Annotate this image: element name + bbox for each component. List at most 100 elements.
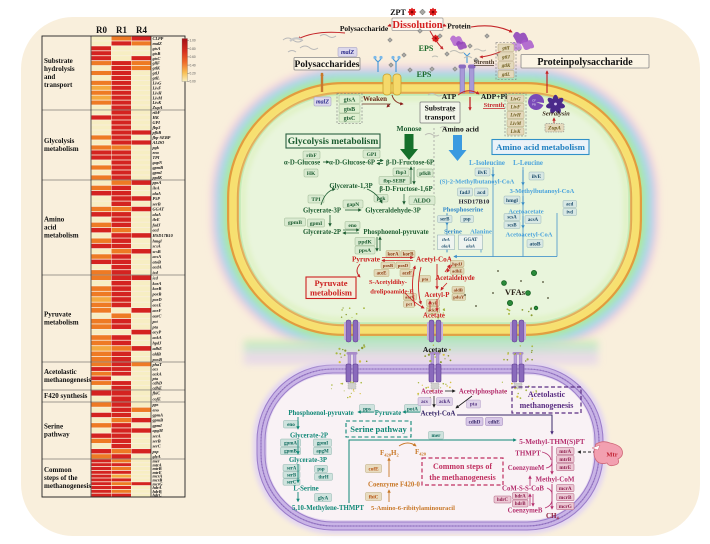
svg-text:gtsB: gtsB xyxy=(152,51,161,56)
svg-text:ADP+Pi: ADP+Pi xyxy=(481,92,507,101)
svg-text:thrH: thrH xyxy=(318,475,328,480)
svg-text:gtlJ: gtlJ xyxy=(152,71,161,76)
svg-text:acsA: acsA xyxy=(153,254,162,259)
svg-text:aldB: aldB xyxy=(454,287,463,292)
svg-text:gtlJ: gtlJ xyxy=(501,55,510,60)
svg-text:Pyruvate: Pyruvate xyxy=(44,311,71,319)
svg-text:pgk: pgk xyxy=(377,196,387,202)
svg-text:LivK: LivK xyxy=(510,130,522,135)
svg-text:Serine pathway: Serine pathway xyxy=(350,424,407,434)
svg-text:Substrate: Substrate xyxy=(425,104,457,113)
svg-text:5-Methyl-THM(S)PT: 5-Methyl-THM(S)PT xyxy=(519,438,585,446)
svg-text:methanogenesis: methanogenesis xyxy=(44,376,91,384)
svg-text:Acetyl-P: Acetyl-P xyxy=(425,292,450,299)
svg-text:ALDO: ALDO xyxy=(413,198,431,204)
svg-text:P5P: P5P xyxy=(153,196,161,201)
svg-text:fbiC: fbiC xyxy=(153,391,161,396)
svg-text:acdA: acdA xyxy=(153,265,162,270)
svg-text:5,10-Methylene-THMPT: 5,10-Methylene-THMPT xyxy=(292,505,364,512)
svg-text:psp: psp xyxy=(317,468,325,473)
svg-text:Proteinpolysaccharide: Proteinpolysaccharide xyxy=(537,57,633,68)
svg-text:ppsA: ppsA xyxy=(359,248,371,254)
svg-text:gpmA: gpmA xyxy=(284,441,297,446)
svg-text:fbiC: fbiC xyxy=(369,494,379,500)
svg-text:Acetoacetyl-CoA: Acetoacetyl-CoA xyxy=(506,232,553,239)
svg-text:apgM: apgM xyxy=(316,450,329,455)
svg-text:korB: korB xyxy=(403,253,415,258)
svg-text:acyP: acyP xyxy=(428,300,438,305)
svg-text:fbp3: fbp3 xyxy=(396,170,407,176)
svg-text:mtrE: mtrE xyxy=(153,470,162,475)
svg-text:ppsA: ppsA xyxy=(152,180,162,185)
svg-text:CoenzymeB: CoenzymeB xyxy=(508,508,543,515)
svg-text:0.20: 0.20 xyxy=(190,72,196,76)
svg-text:acd: acd xyxy=(153,228,160,233)
svg-text:and: and xyxy=(44,73,55,81)
svg-text:R1: R1 xyxy=(116,25,127,35)
svg-text:apgM: apgM xyxy=(153,428,163,433)
svg-text:Common: Common xyxy=(44,466,72,474)
svg-text:gtlK: gtlK xyxy=(152,66,162,71)
svg-text:glyA: glyA xyxy=(152,454,161,459)
svg-text:cofE: cofE xyxy=(153,397,161,402)
svg-text:atoB: atoB xyxy=(530,241,541,247)
svg-text:serC: serC xyxy=(287,481,297,486)
svg-text:5-Amino-6-ribitylaminouracil: 5-Amino-6-ribitylaminouracil xyxy=(371,505,455,512)
svg-text:pduY: pduY xyxy=(453,295,465,300)
svg-text:0.00: 0.00 xyxy=(190,80,196,84)
svg-text:serB: serB xyxy=(152,201,161,206)
svg-text:poxD: poxD xyxy=(398,263,409,268)
svg-text:metabolism: metabolism xyxy=(44,319,79,327)
svg-text:acs: acs xyxy=(421,400,428,405)
svg-text:hydrolysis: hydrolysis xyxy=(44,65,75,73)
svg-text:mcrG: mcrG xyxy=(559,504,572,510)
svg-text:pfkB: pfkB xyxy=(419,171,431,177)
svg-text:CLPP: CLPP xyxy=(153,36,164,41)
svg-text:HSD17B10: HSD17B10 xyxy=(152,233,174,238)
svg-text:pgk: pgk xyxy=(152,145,160,150)
svg-text:gtlL: gtlL xyxy=(501,73,510,78)
svg-text:Acetolastic: Acetolastic xyxy=(44,368,77,376)
svg-text:eno: eno xyxy=(153,150,159,155)
svg-text:malZ: malZ xyxy=(341,50,354,56)
svg-text:L-Serine: L-Serine xyxy=(293,486,318,493)
svg-text:icd: icd xyxy=(153,270,159,275)
svg-text:aldB: aldB xyxy=(153,351,161,356)
svg-text:mcrB: mcrB xyxy=(559,495,572,501)
svg-text:eno: eno xyxy=(287,422,295,428)
svg-text:cdhD: cdhD xyxy=(153,381,163,386)
svg-text:Acetaldehyde: Acetaldehyde xyxy=(435,275,474,282)
svg-text:acsA: acsA xyxy=(528,218,539,223)
svg-text:Phosphoenol-pyruvate: Phosphoenol-pyruvate xyxy=(288,410,353,417)
svg-text:mtrB: mtrB xyxy=(153,466,162,471)
svg-text:EPS: EPS xyxy=(417,70,432,79)
svg-text:Weaken: Weaken xyxy=(363,95,387,103)
svg-text:S-Acetyldihy-: S-Acetyldihy- xyxy=(369,279,407,286)
svg-text:Polysaccharides: Polysaccharides xyxy=(295,60,360,70)
svg-text:gtsB: gtsB xyxy=(344,107,355,113)
svg-text:LivK: LivK xyxy=(152,100,163,105)
svg-text:ackA: ackA xyxy=(439,400,451,405)
svg-text:gpmB: gpmB xyxy=(284,450,297,455)
svg-text:scsA: scsA xyxy=(152,244,161,249)
svg-text:hdrC: hdrC xyxy=(153,493,162,498)
svg-text:ilvE: ilvE xyxy=(153,217,160,222)
svg-text:fbp-SEBP: fbp-SEBP xyxy=(383,178,406,184)
svg-text:Glyceraldehyde-3P: Glyceraldehyde-3P xyxy=(365,208,421,215)
svg-text:EPS: EPS xyxy=(419,44,434,53)
svg-text:hpdJ: hpdJ xyxy=(153,341,163,346)
svg-text:Acetate: Acetate xyxy=(423,345,448,354)
svg-text:korB: korB xyxy=(153,286,162,291)
svg-text:Amino acid metabolism: Amino acid metabolism xyxy=(496,142,586,152)
svg-text:gpmA: gpmA xyxy=(152,413,164,418)
svg-text:Methyl-CoM: Methyl-CoM xyxy=(536,476,575,484)
svg-text:PB: PB xyxy=(532,103,536,107)
svg-text:mtrA: mtrA xyxy=(153,462,162,467)
svg-text:transport: transport xyxy=(425,113,456,122)
svg-text:Acetylphosphate: Acetylphosphate xyxy=(459,389,507,396)
svg-text:Monose: Monose xyxy=(397,124,423,133)
svg-text:GGAT: GGAT xyxy=(464,238,479,243)
svg-text:Pyruvate: Pyruvate xyxy=(352,256,380,264)
svg-text:alaA: alaA xyxy=(442,244,451,249)
svg-text:mcrA: mcrA xyxy=(153,474,163,479)
